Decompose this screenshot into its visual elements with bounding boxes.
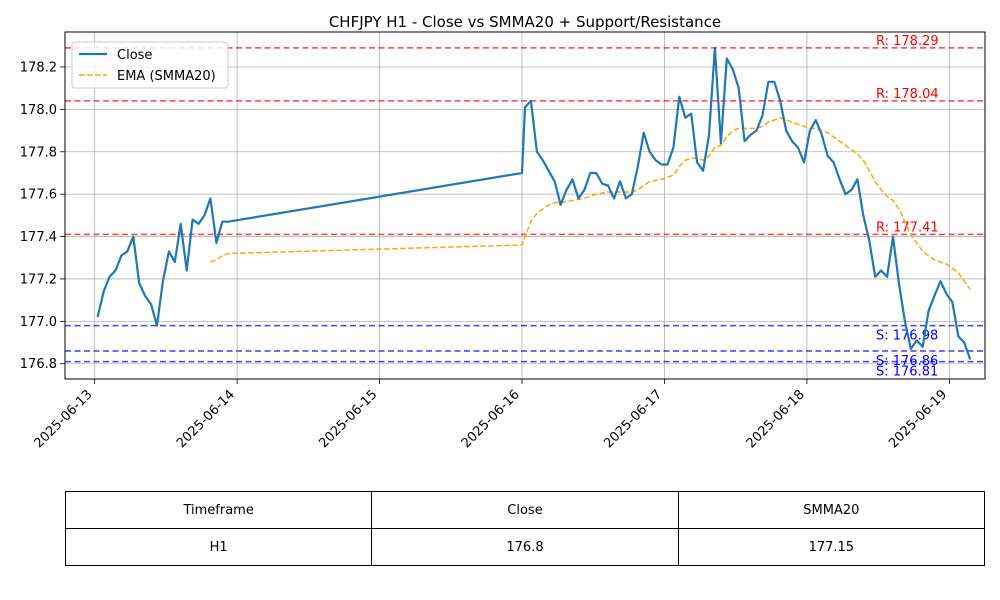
table-cell: 176.8 [371, 528, 679, 566]
table-row: H1 176.8 177.15 [64, 528, 986, 566]
table-cell: 177.15 [677, 528, 986, 566]
resistance-label: R: 178.04 [876, 87, 939, 102]
resistance-label: R: 178.29 [876, 34, 939, 49]
y-tick-label: 177.0 [20, 315, 57, 330]
table-cell: H1 [64, 528, 373, 566]
price-chart: CHFJPY H1 - Close vs SMMA20 + Support/Re… [20, 13, 986, 451]
x-tick-label: 2025-06-16 [459, 387, 523, 451]
support-label: S: 176.81 [876, 365, 938, 380]
y-tick-label: 177.8 [20, 145, 57, 160]
y-tick-label: 178.2 [20, 60, 57, 75]
table-header-cell: Close [371, 491, 679, 529]
x-tick-label: 2025-06-13 [31, 387, 95, 451]
y-tick-label: 178.0 [20, 103, 57, 118]
table-header-row: Timeframe Close SMMA20 [64, 491, 986, 529]
table-header-cell: SMMA20 [677, 491, 986, 529]
summary-table: Timeframe Close SMMA20 H1 176.8 177.15 [64, 491, 986, 566]
x-tick-label: 2025-06-15 [316, 387, 380, 451]
table-header-cell: Timeframe [64, 491, 373, 529]
y-tick-label: 177.4 [20, 230, 57, 245]
x-tick-label: 2025-06-17 [601, 387, 665, 451]
close-series-line [96, 46, 972, 360]
legend-smma20-label: EMA (SMMA20) [117, 69, 216, 84]
x-tick-label: 2025-06-19 [886, 387, 950, 451]
axes: 2025-06-13 2025-06-14 2025-06-15 2025-06-16… [20, 60, 950, 451]
smma20-series-line [210, 117, 971, 290]
support-label: S: 176.86 [876, 354, 938, 369]
legend-box [71, 41, 229, 89]
y-tick-label: 176.8 [20, 357, 57, 372]
legend: Close EMA (SMMA20) [71, 41, 229, 89]
x-tick-label: 2025-06-14 [174, 387, 238, 451]
y-tick-label: 177.6 [20, 188, 57, 203]
legend-close-label: Close [117, 48, 152, 63]
series [96, 46, 972, 360]
y-tick-label: 177.2 [20, 272, 57, 287]
chart-title: CHFJPY H1 - Close vs SMMA20 + Support/Re… [329, 13, 721, 31]
x-tick-label: 2025-06-18 [744, 387, 808, 451]
plot-frame [64, 31, 986, 380]
